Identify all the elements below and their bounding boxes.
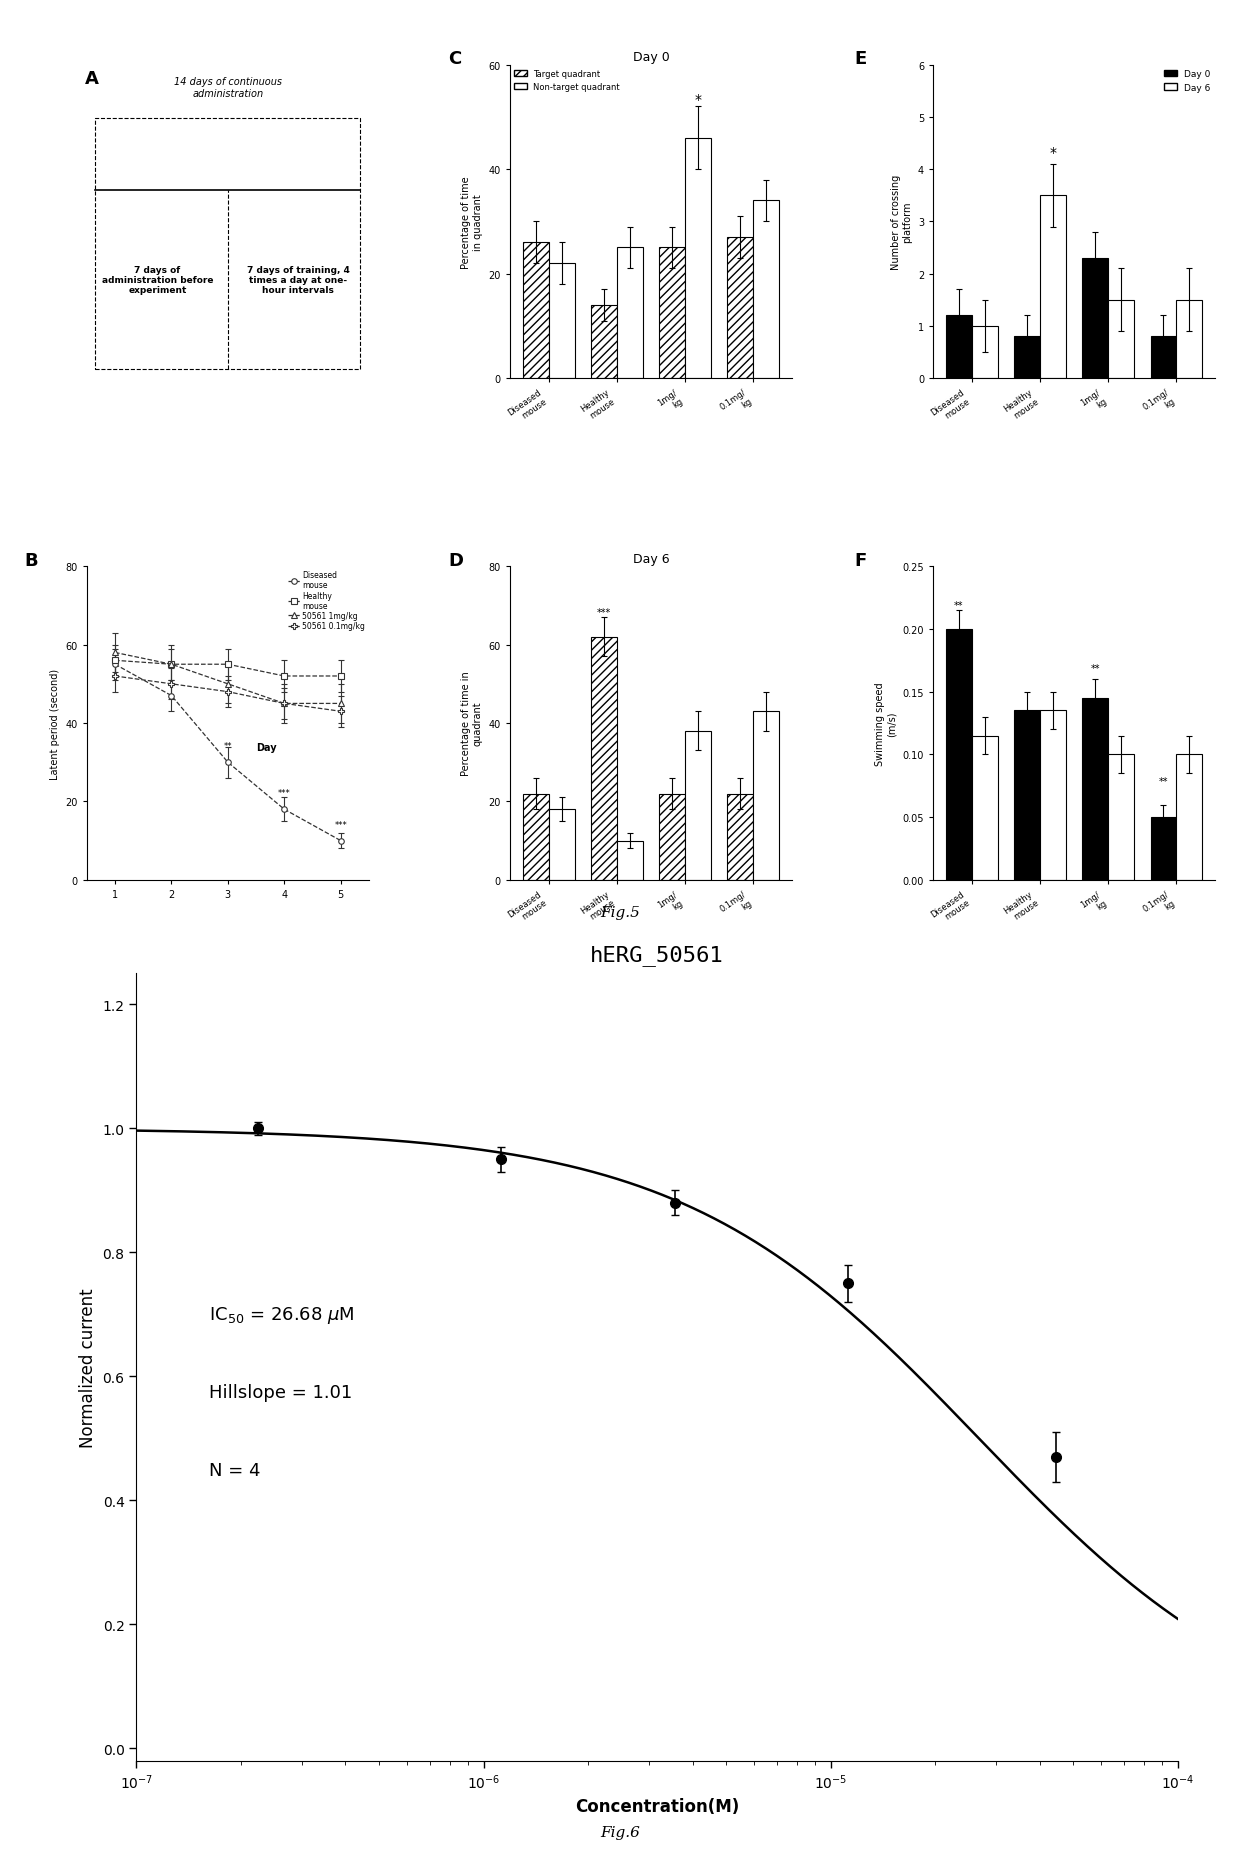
Legend: Day 0, Day 6: Day 0, Day 6 [1163,69,1210,92]
Bar [1151,337,1177,378]
Text: *: * [694,94,702,107]
Bar [1083,258,1109,378]
Bar [946,317,972,378]
Y-axis label: Normalized current: Normalized current [79,1287,97,1448]
Bar [523,243,548,378]
Bar [660,794,686,880]
Y-axis label: Latent period (second): Latent period (second) [50,669,60,779]
Bar [1014,712,1040,880]
Bar [1014,337,1040,378]
Text: Fig.5: Fig.5 [600,905,640,920]
Y-axis label: Number of crossing
platform: Number of crossing platform [890,174,913,270]
Text: **: ** [223,742,232,751]
Text: 7 days of
administration before
experiment: 7 days of administration before experime… [102,266,213,296]
Text: 14 days of continuous
administration: 14 days of continuous administration [174,77,281,99]
Bar [972,736,998,880]
Text: N = 4: N = 4 [210,1461,260,1480]
Bar [1177,755,1203,880]
Text: IC$_{50}$ = 26.68 $\mu$M: IC$_{50}$ = 26.68 $\mu$M [210,1304,355,1326]
Bar [1109,755,1135,880]
Bar [972,326,998,378]
Text: D: D [448,551,463,569]
Bar [616,841,642,880]
Bar [1177,300,1203,378]
Bar [591,637,616,880]
Text: ***: *** [278,789,290,798]
Text: Hillslope = 1.01: Hillslope = 1.01 [210,1382,352,1401]
Bar [591,305,616,378]
Bar [754,712,779,880]
Bar [1040,197,1066,378]
Text: E: E [854,51,867,67]
Y-axis label: Swimming speed
(m/s): Swimming speed (m/s) [875,682,897,766]
Bar [686,732,711,880]
Text: ***: *** [596,609,611,618]
Y-axis label: Percentage of time
in quadrant: Percentage of time in quadrant [461,176,484,268]
Bar [686,139,711,378]
Bar [1083,699,1109,880]
Text: Fig.6: Fig.6 [600,1824,640,1839]
Bar [728,238,754,378]
Title: hERG_50561: hERG_50561 [590,944,724,965]
Text: 7 days of training, 4
times a day at one-
hour intervals: 7 days of training, 4 times a day at one… [247,266,350,296]
Bar [1109,300,1135,378]
Bar [660,249,686,378]
Title: Day 6: Day 6 [632,553,670,566]
Text: **: ** [954,601,963,611]
Text: A: A [86,69,99,88]
Bar [616,249,642,378]
Text: F: F [854,551,867,569]
Legend: Target quadrant, Non-target quadrant: Target quadrant, Non-target quadrant [515,69,620,92]
Y-axis label: Percentage of time in
quadrant: Percentage of time in quadrant [461,671,484,775]
Legend: Diseased
mouse, Healthy
mouse, 50561 1mg/kg, 50561 0.1mg/kg: Diseased mouse, Healthy mouse, 50561 1mg… [289,571,365,631]
Text: **: ** [1158,775,1168,787]
Bar [946,629,972,880]
Bar [754,202,779,378]
Text: Day: Day [255,744,277,753]
Title: Day 0: Day 0 [632,51,670,64]
Text: *: * [1049,146,1056,159]
Text: ***: *** [335,820,347,830]
Bar [548,809,574,880]
Bar [548,264,574,378]
Bar [523,794,548,880]
Text: **: ** [1090,663,1100,674]
Bar [728,794,754,880]
Text: C: C [448,51,461,67]
Bar [1151,819,1177,880]
Text: B: B [25,551,38,569]
X-axis label: Concentration(M): Concentration(M) [575,1796,739,1815]
Bar [1040,712,1066,880]
